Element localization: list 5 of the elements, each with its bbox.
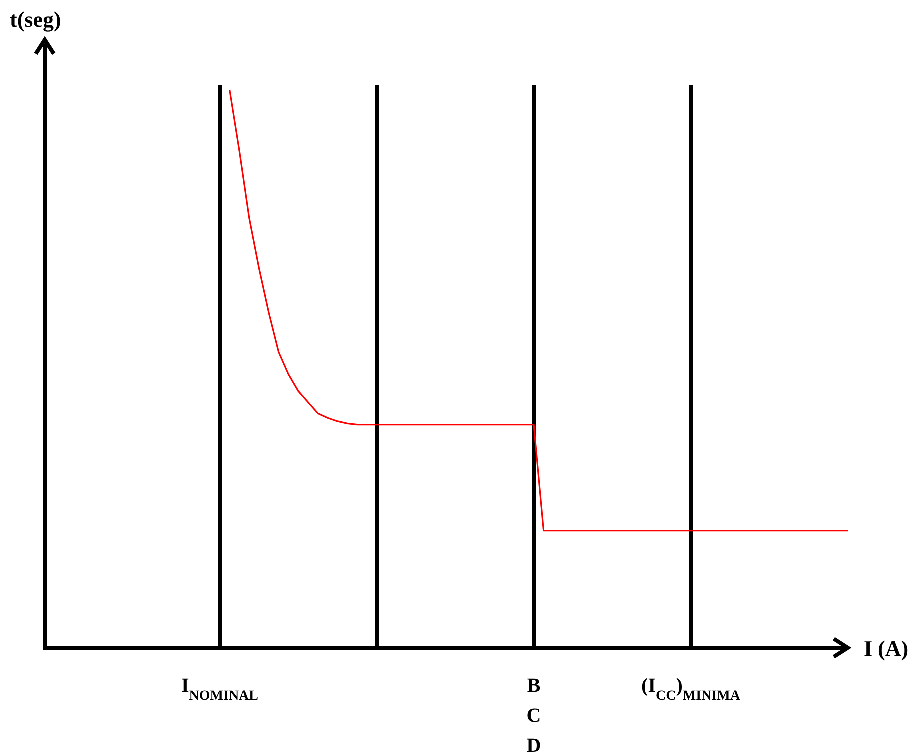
x-axis-title: I (A) [864, 636, 909, 661]
x-tick-label: B C D [526, 675, 542, 755]
x-tick-label: (I$_{CC}$)$_{MINIMA}$ [642, 675, 742, 704]
y-axis-title: t(seg) [10, 7, 62, 32]
x-tick-label: I$_{NOMINAL}$ [181, 675, 259, 704]
